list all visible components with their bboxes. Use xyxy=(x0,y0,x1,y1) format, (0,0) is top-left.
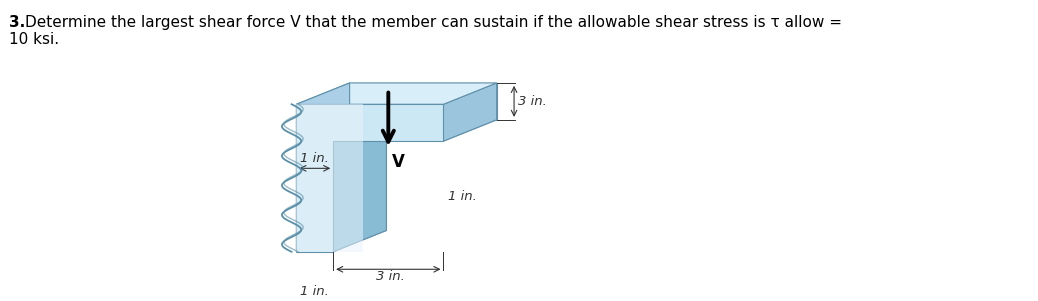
Text: 1 in.: 1 in. xyxy=(448,190,477,203)
Text: 1 in.: 1 in. xyxy=(300,152,329,166)
Text: 3 in.: 3 in. xyxy=(518,95,547,108)
Text: V: V xyxy=(392,153,405,171)
Polygon shape xyxy=(297,83,350,252)
Text: Determine the largest shear force V that the member can sustain if the allowable: Determine the largest shear force V that… xyxy=(25,15,842,30)
Text: 3.: 3. xyxy=(9,15,25,30)
Polygon shape xyxy=(297,104,362,252)
Text: 3 in.: 3 in. xyxy=(376,270,405,283)
Polygon shape xyxy=(333,120,386,252)
Text: 10 ksi.: 10 ksi. xyxy=(9,33,59,48)
Polygon shape xyxy=(297,231,386,252)
Polygon shape xyxy=(297,104,443,252)
Polygon shape xyxy=(443,83,496,141)
Polygon shape xyxy=(350,83,496,231)
Polygon shape xyxy=(333,120,496,141)
Text: 1 in.: 1 in. xyxy=(300,285,329,298)
Polygon shape xyxy=(297,83,496,104)
